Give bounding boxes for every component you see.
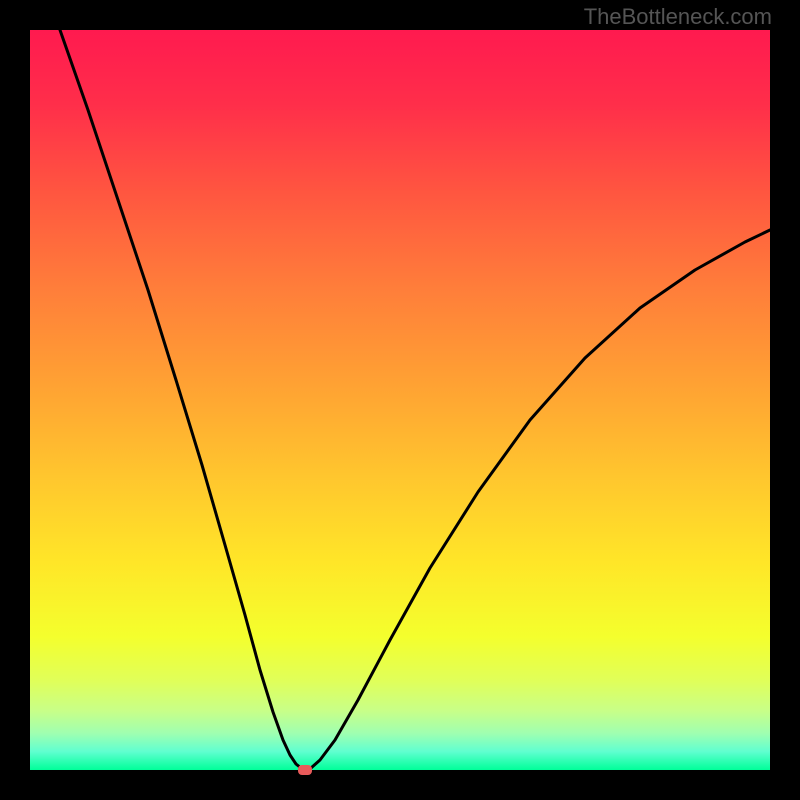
minimum-marker (298, 765, 312, 775)
chart-frame: TheBottleneck.com (0, 0, 800, 800)
curve-plot (0, 0, 800, 800)
v-curve-line (60, 30, 770, 770)
watermark-text: TheBottleneck.com (584, 4, 772, 30)
